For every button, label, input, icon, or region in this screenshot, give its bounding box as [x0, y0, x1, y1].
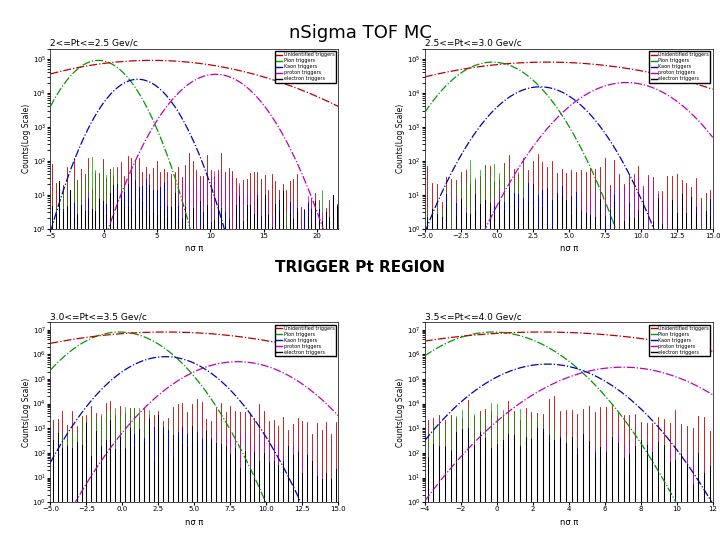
- Text: 2<=Pt<=2.5 Gev/c: 2<=Pt<=2.5 Gev/c: [50, 39, 138, 48]
- X-axis label: nσ π: nσ π: [559, 518, 578, 527]
- Text: 3.0<=Pt<=3.5 Gev/c: 3.0<=Pt<=3.5 Gev/c: [50, 313, 148, 321]
- Text: 3.5<=Pt<=4.0 Gev/c: 3.5<=Pt<=4.0 Gev/c: [425, 313, 521, 321]
- X-axis label: nσ π: nσ π: [559, 244, 578, 253]
- X-axis label: nσ π: nσ π: [185, 244, 204, 253]
- Y-axis label: Counts(Log Scale): Counts(Log Scale): [397, 104, 405, 173]
- Text: 2.5<=Pt<=3.0 Gev/c: 2.5<=Pt<=3.0 Gev/c: [425, 39, 521, 48]
- X-axis label: nσ π: nσ π: [185, 518, 204, 527]
- Legend: Unidentified triggers, Pion triggers, Kaon triggers, proton triggers, electron t: Unidentified triggers, Pion triggers, Ka…: [275, 325, 336, 356]
- Y-axis label: Counts(Log Scale): Counts(Log Scale): [22, 104, 31, 173]
- Y-axis label: Counts(Log Scale): Counts(Log Scale): [397, 377, 405, 447]
- Text: nSigma TOF MC: nSigma TOF MC: [289, 24, 431, 42]
- Legend: Unidentified triggers, Pion triggers, Kaon triggers, proton triggers, electron t: Unidentified triggers, Pion triggers, Ka…: [649, 325, 711, 356]
- Y-axis label: Counts(Log Scale): Counts(Log Scale): [22, 377, 31, 447]
- Legend: Unidentified triggers, Pion triggers, Kaon triggers, proton triggers, electron t: Unidentified triggers, Pion triggers, Ka…: [649, 51, 711, 83]
- Text: TRIGGER Pt REGION: TRIGGER Pt REGION: [275, 260, 445, 275]
- Legend: Unidentified triggers, Pion triggers, Kaon triggers, proton triggers, electron t: Unidentified triggers, Pion triggers, Ka…: [275, 51, 336, 83]
